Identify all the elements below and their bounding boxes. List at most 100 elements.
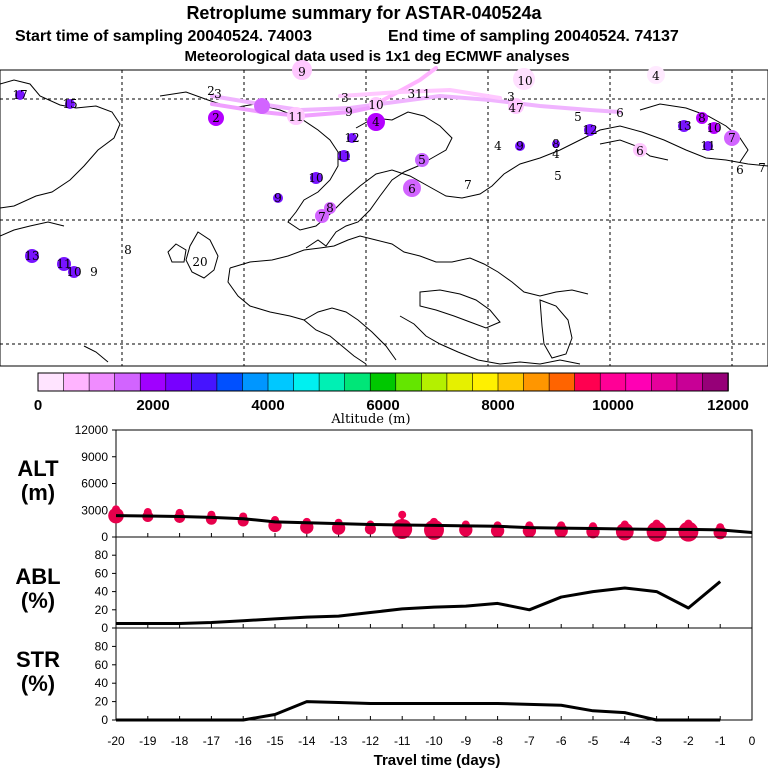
str-plot-area: 0 20 40 60 80 [95,627,753,727]
map-marker [708,122,720,134]
map-marker [696,112,708,124]
map-label: 8 [124,243,132,257]
map-label: 12 [582,123,597,137]
map-label: 6 [636,144,644,158]
map-marker [513,68,535,90]
abl-panel: ABL (%) 0 20 40 60 80 [15,536,753,635]
colorbar-tick-label: 8000 [481,397,514,414]
series-line [116,700,721,722]
str-panel-title: STR [16,647,60,672]
map-marker [338,150,350,162]
alt-panel-unit: (m) [21,480,55,505]
map-marker [324,202,336,214]
map-label: 311 [408,87,431,101]
map-label: 5 [554,169,562,183]
map-label: 7 [758,161,766,175]
y-tick-label: 80 [95,548,109,562]
map-label: 4 [552,147,560,161]
map-marker [57,257,71,271]
altitude-colorbar: 0 2000 4000 6000 8000 10000 12000 Altitude (m) [34,372,749,427]
map-label: 15 [62,97,77,111]
series-line [115,514,753,535]
map-label: 13 [24,249,39,263]
map-marker [310,172,322,184]
map-label: 12 [344,131,359,145]
colorbar-cell [191,372,218,392]
map-label: 9 [274,191,282,205]
map-label: 6 [408,182,416,196]
x-tick-label: -10 [425,734,443,748]
map-label: 7 [464,178,472,192]
x-tick-label: 0 [749,734,756,748]
altitude-spread-top [398,510,407,519]
map-marker [552,140,560,148]
map-marker [25,249,39,263]
altitude-point [615,522,634,541]
map-label: 17 [12,88,27,102]
altitude-point [392,518,413,539]
map-marker [584,124,596,136]
x-tick-label: -4 [619,734,630,748]
y-tick-label: 9000 [81,450,108,464]
x-tick-label: -16 [235,734,253,748]
y-tick-label: 60 [95,566,109,580]
colorbar-cell [139,372,167,392]
map-label: 5 [574,110,582,124]
altitude-point [646,521,667,542]
map-marker [724,130,740,146]
map-marker [254,98,270,114]
y-tick-label: 40 [95,676,109,690]
map-marker [415,153,429,167]
map-label: 3 [214,87,222,101]
x-tick-label: -5 [588,734,599,748]
abl-panel-unit: (%) [21,588,55,613]
map-marker [315,209,329,223]
x-tick-label: -19 [139,734,157,748]
map-marker [647,66,665,84]
map-label: 9 [516,139,524,153]
colorbar-cell [651,372,678,392]
colorbar-cell [702,372,729,392]
panel-frame [115,627,753,721]
y-tick-label: 20 [95,603,109,617]
coastlines [0,79,768,365]
x-tick-label: -13 [330,734,348,748]
colorbar-label: Altitude (m) [330,412,410,427]
map-marker [65,99,75,109]
altitude-point [364,523,376,535]
map-marker [369,97,383,111]
map-label: 11 [336,149,351,163]
map-marker [15,90,25,100]
altitude-point [554,524,568,538]
map-label: 4 [652,69,660,83]
colorbar-cell [395,372,423,392]
x-tick-label: -7 [524,734,535,748]
x-tick-label: -18 [171,734,189,748]
start-time-label: Start time of sampling 20040524. 74003 [15,28,312,45]
map-marker [273,193,283,203]
x-tick-label: -12 [362,734,380,748]
map-label: 4 [494,139,502,153]
map-label: 6 [616,106,624,120]
colorbar-cells [37,372,729,392]
map-label: 10 [706,121,721,135]
x-tick-label: -2 [683,734,694,748]
x-tick-label: -14 [298,734,316,748]
map-label: 8 [698,111,706,125]
map-marker [508,98,524,114]
x-tick-label: -1 [715,734,726,748]
x-axis-label: Travel time (days) [374,752,501,768]
map-marker [292,60,312,80]
map-label: 3 [507,90,515,104]
colorbar-tick-label: 6000 [366,397,399,414]
map-marker [515,141,525,151]
colorbar-cell [548,372,576,392]
map-label: 10 [368,98,383,112]
map-label: 11 [700,139,715,153]
alt-panel: ALT (m) 0 3000 6000 9000 12000 [17,423,753,544]
map-marker [678,120,690,132]
colorbar-cell [216,372,244,392]
altitude-point [205,513,217,525]
